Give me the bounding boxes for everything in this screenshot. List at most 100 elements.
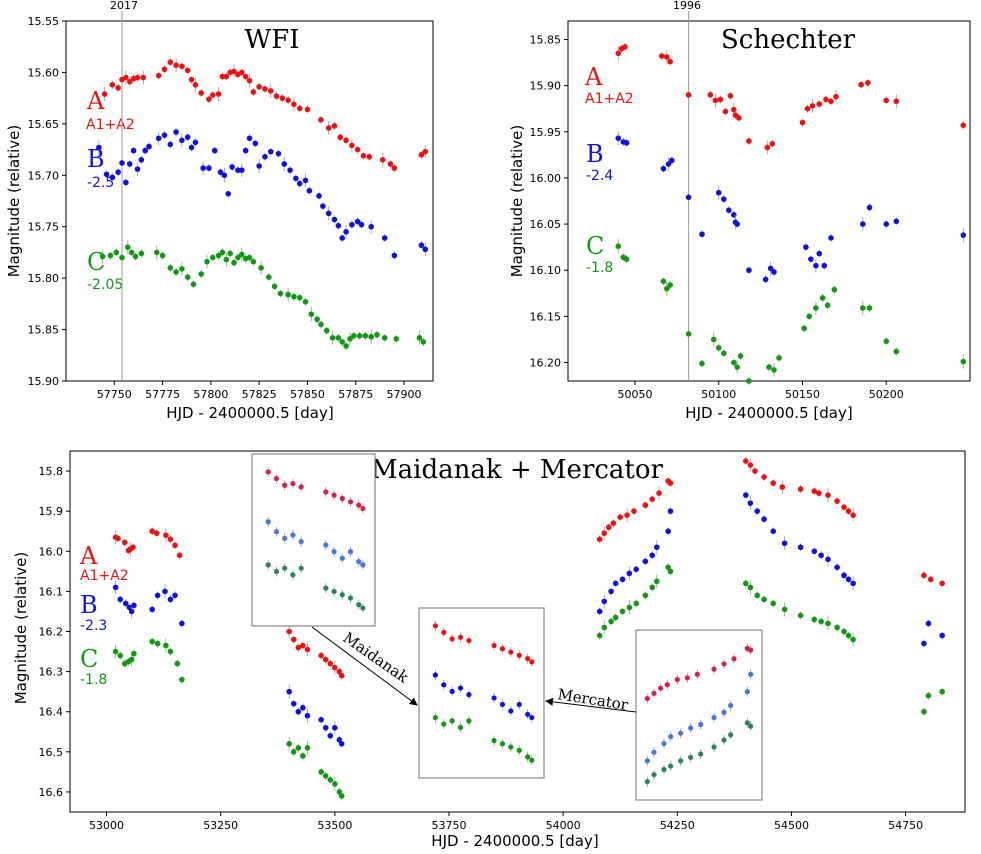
data-point-A (291, 101, 297, 108)
data-point-C (818, 618, 824, 625)
data-point-A (883, 97, 890, 104)
schechter-data-marks (615, 11, 967, 385)
schechter-axes-frame (567, 20, 971, 382)
inset-point-A (711, 666, 717, 672)
data-point-B (653, 544, 660, 551)
data-point-A (893, 98, 900, 105)
data-point-B (296, 180, 303, 187)
data-point-C (754, 592, 761, 599)
inset-point-C (347, 595, 354, 601)
data-point-C (290, 749, 297, 755)
data-point-A (331, 123, 338, 129)
data-point-B (117, 596, 124, 603)
inset-point-A (499, 646, 506, 652)
data-point-C (623, 256, 630, 262)
data-point-B (642, 558, 649, 565)
data-point-C (210, 254, 216, 261)
inset-point-C (323, 585, 329, 591)
data-point-B (834, 564, 840, 571)
data-point-A (667, 480, 674, 486)
inset-point-B (698, 721, 704, 728)
data-point-C (223, 256, 230, 263)
data-point-A (179, 63, 185, 70)
data-point-B (320, 203, 326, 209)
data-point-C (179, 266, 185, 272)
data-point-C (797, 612, 804, 619)
data-point-C (149, 638, 155, 645)
inset-point-A (731, 656, 737, 662)
data-point-B (715, 189, 722, 196)
data-point-C (332, 781, 338, 787)
data-point-A (865, 80, 871, 86)
data-point-C (128, 656, 135, 663)
data-point-C (866, 305, 873, 311)
data-point-B (318, 716, 324, 723)
data-point-C (99, 253, 106, 260)
data-point-B (262, 153, 268, 160)
data-point-A (322, 656, 329, 663)
maidanak-mercator-panel: Maidanak + Mercator HJD - 2400000.5 [day… (12, 450, 966, 850)
data-point-C (841, 628, 847, 635)
data-point-A (318, 652, 324, 659)
data-point-A (828, 98, 834, 105)
data-point-C (338, 793, 345, 799)
inset-point-B (651, 749, 657, 755)
data-point-B (665, 161, 672, 167)
x-tick-label: 50200 (869, 388, 904, 401)
inset-point-A (644, 695, 650, 702)
data-point-B (109, 174, 116, 181)
inset-point-B (331, 549, 337, 555)
data-point-A (295, 644, 302, 651)
data-point-C (771, 367, 777, 373)
data-point-B (123, 179, 129, 186)
data-point-A (155, 72, 162, 79)
inset-point-B (298, 539, 304, 545)
mm-label-A: A (79, 542, 98, 570)
data-point-B (290, 700, 297, 707)
mm-label-B: B (80, 591, 98, 619)
data-point-A (101, 91, 108, 97)
inset-point-A (282, 482, 288, 488)
data-point-A (279, 95, 286, 101)
data-point-A (366, 153, 373, 160)
data-point-C (351, 332, 357, 339)
y-tick-label: 15.85 (530, 33, 562, 46)
data-point-A (250, 89, 257, 95)
data-point-C (633, 600, 640, 607)
data-point-C (295, 745, 302, 751)
data-point-A (273, 93, 280, 99)
inset-point-A (331, 492, 337, 498)
data-point-C (393, 336, 400, 342)
data-point-B (633, 566, 640, 573)
data-point-B (960, 232, 967, 238)
x-tick-label: 54500 (774, 819, 809, 832)
wfi-sublabel-C: -2.05 (87, 277, 123, 293)
data-point-B (142, 147, 148, 154)
data-point-C (612, 614, 619, 621)
inset-point-B (721, 709, 727, 716)
inset-point-B (466, 692, 472, 698)
data-point-B (225, 191, 232, 197)
data-point-A (256, 84, 262, 90)
data-point-B (295, 708, 302, 715)
inset-point-C (516, 747, 522, 753)
data-point-B (422, 246, 429, 253)
data-point-C (834, 624, 840, 631)
inset-point-A (466, 637, 472, 644)
data-point-C (813, 305, 819, 311)
data-point-B (921, 640, 927, 647)
data-point-A (161, 66, 168, 73)
inset-point-A (441, 629, 447, 635)
y-tick-label: 15.55 (28, 15, 60, 28)
schechter-title: Schechter (721, 25, 856, 55)
data-point-C (653, 578, 660, 585)
data-point-A (172, 542, 178, 549)
data-point-A (747, 462, 754, 468)
inset-point-B (290, 532, 296, 538)
data-point-A (134, 74, 141, 81)
data-point-A (685, 92, 692, 98)
inset-point-B (744, 689, 750, 695)
inset-point-B (728, 702, 734, 709)
data-point-C (125, 244, 131, 251)
wfi-ylabel: Magnitude (relative) (5, 125, 23, 278)
